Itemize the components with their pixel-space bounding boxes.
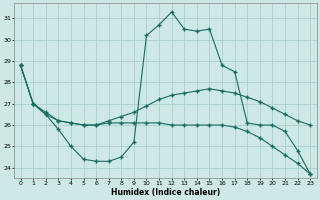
X-axis label: Humidex (Indice chaleur): Humidex (Indice chaleur)	[111, 188, 220, 197]
